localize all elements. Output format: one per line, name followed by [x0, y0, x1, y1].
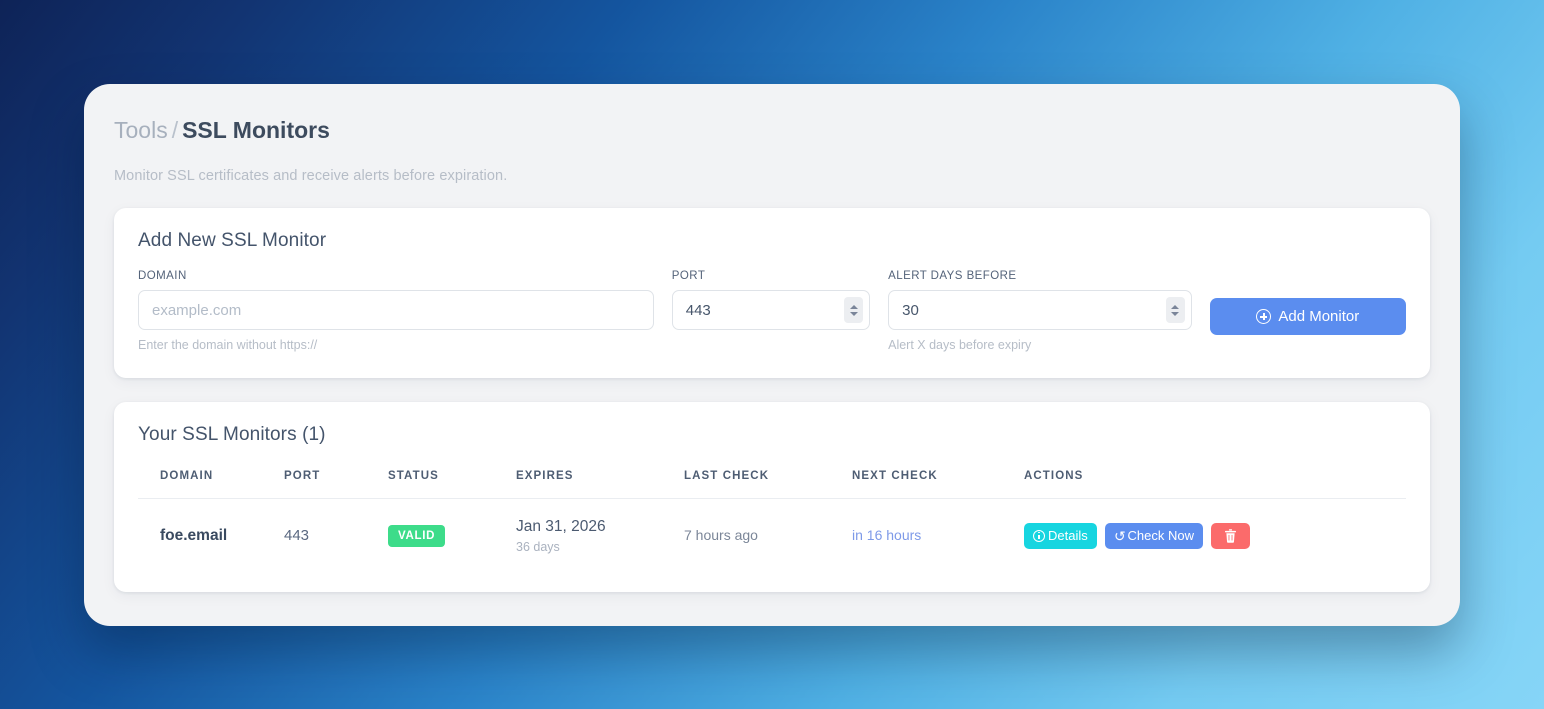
check-now-button-label: Check Now [1127, 528, 1194, 543]
column-header-next-check: NEXT CHECK [852, 470, 938, 482]
expiry-date: Jan 31, 2026 [516, 518, 606, 535]
check-now-button[interactable]: ↻ Check Now [1104, 522, 1203, 549]
domain-hint: Enter the domain without https:// [138, 338, 318, 352]
row-actions: Details ↻ Check Now [1024, 522, 1406, 549]
breadcrumb-separator: / [171, 117, 179, 143]
page-subtitle: Monitor SSL certificates and receive ale… [114, 168, 508, 184]
expiry-days-remaining: 36 days [516, 540, 560, 554]
column-header-domain: DOMAIN [160, 470, 214, 482]
alert-days-label: ALERT DAYS BEFORE [888, 270, 1017, 282]
chevron-down-icon[interactable] [849, 311, 858, 316]
breadcrumb-root[interactable]: Tools [114, 117, 168, 143]
port-input[interactable] [671, 290, 871, 330]
table-header-row: DOMAIN PORT STATUS EXPIRES LAST CHECK NE… [138, 470, 1406, 499]
table-row: foe.email 443 VALID Jan 31, 2026 36 days… [138, 498, 1406, 576]
domain-input[interactable] [138, 290, 654, 330]
port-field-group: PORT [671, 270, 871, 330]
chevron-down-icon[interactable] [1171, 311, 1180, 316]
last-check-time: 7 hours ago [684, 526, 758, 543]
domain-field-group: DOMAIN Enter the domain without https:// [138, 270, 654, 352]
column-header-expires: EXPIRES [516, 470, 574, 482]
monitor-domain: foe.email [160, 526, 228, 544]
delete-monitor-button[interactable] [1210, 522, 1250, 549]
status-badge: VALID [388, 524, 446, 547]
port-label: PORT [671, 270, 706, 282]
alert-days-hint: Alert X days before expiry [888, 338, 1032, 352]
column-header-actions: ACTIONS [1024, 470, 1084, 482]
cell-domain: foe.email [138, 498, 284, 576]
cell-status: VALID [388, 498, 516, 576]
monitors-title: Your SSL Monitors (1) [138, 424, 326, 445]
column-header-status: STATUS [388, 470, 439, 482]
details-button[interactable]: Details [1024, 522, 1097, 549]
add-monitor-form: DOMAIN Enter the domain without https://… [138, 270, 1406, 352]
column-header-last-check: LAST CHECK [684, 470, 770, 482]
chevron-up-icon[interactable] [849, 304, 858, 309]
details-button-label: Details [1048, 528, 1088, 543]
alert-days-input[interactable] [888, 290, 1192, 330]
monitors-panel: Your SSL Monitors (1) DOMAIN PORT STATUS… [114, 402, 1430, 592]
chevron-up-icon[interactable] [1171, 304, 1180, 309]
alert-days-field-group: ALERT DAYS BEFORE Alert X days before ex… [888, 270, 1192, 352]
cell-last-check: 7 hours ago [684, 498, 852, 576]
monitors-table: DOMAIN PORT STATUS EXPIRES LAST CHECK NE… [138, 470, 1406, 576]
alert-days-input-wrap [888, 290, 1192, 330]
next-check-time: in 16 hours [852, 526, 922, 543]
monitor-port: 443 [284, 526, 310, 544]
refresh-icon: ↻ [1113, 527, 1126, 544]
cell-port: 443 [284, 498, 388, 576]
domain-input-wrap [138, 290, 654, 330]
add-monitor-title: Add New SSL Monitor [138, 230, 327, 251]
add-monitor-button-label: Add Monitor [1278, 308, 1360, 325]
plus-circle-icon [1256, 309, 1272, 324]
column-header-port: PORT [284, 470, 321, 482]
add-monitor-button[interactable]: Add Monitor [1209, 298, 1406, 335]
port-stepper[interactable] [844, 297, 864, 323]
cell-expires: Jan 31, 2026 36 days [516, 498, 684, 576]
trash-icon [1225, 528, 1236, 543]
app-card: Tools / SSL Monitors Monitor SSL certifica… [84, 84, 1460, 626]
page-title: SSL Monitors [182, 117, 330, 143]
cell-next-check: in 16 hours [852, 498, 1024, 576]
alert-days-stepper[interactable] [1165, 297, 1185, 323]
breadcrumb: Tools / SSL Monitors [114, 116, 1430, 144]
port-input-wrap [671, 290, 871, 330]
add-monitor-panel: Add New SSL Monitor DOMAIN Enter the dom… [114, 208, 1430, 378]
info-circle-icon [1033, 529, 1045, 542]
domain-label: DOMAIN [138, 270, 187, 282]
cell-actions: Details ↻ Check Now [1024, 498, 1406, 576]
